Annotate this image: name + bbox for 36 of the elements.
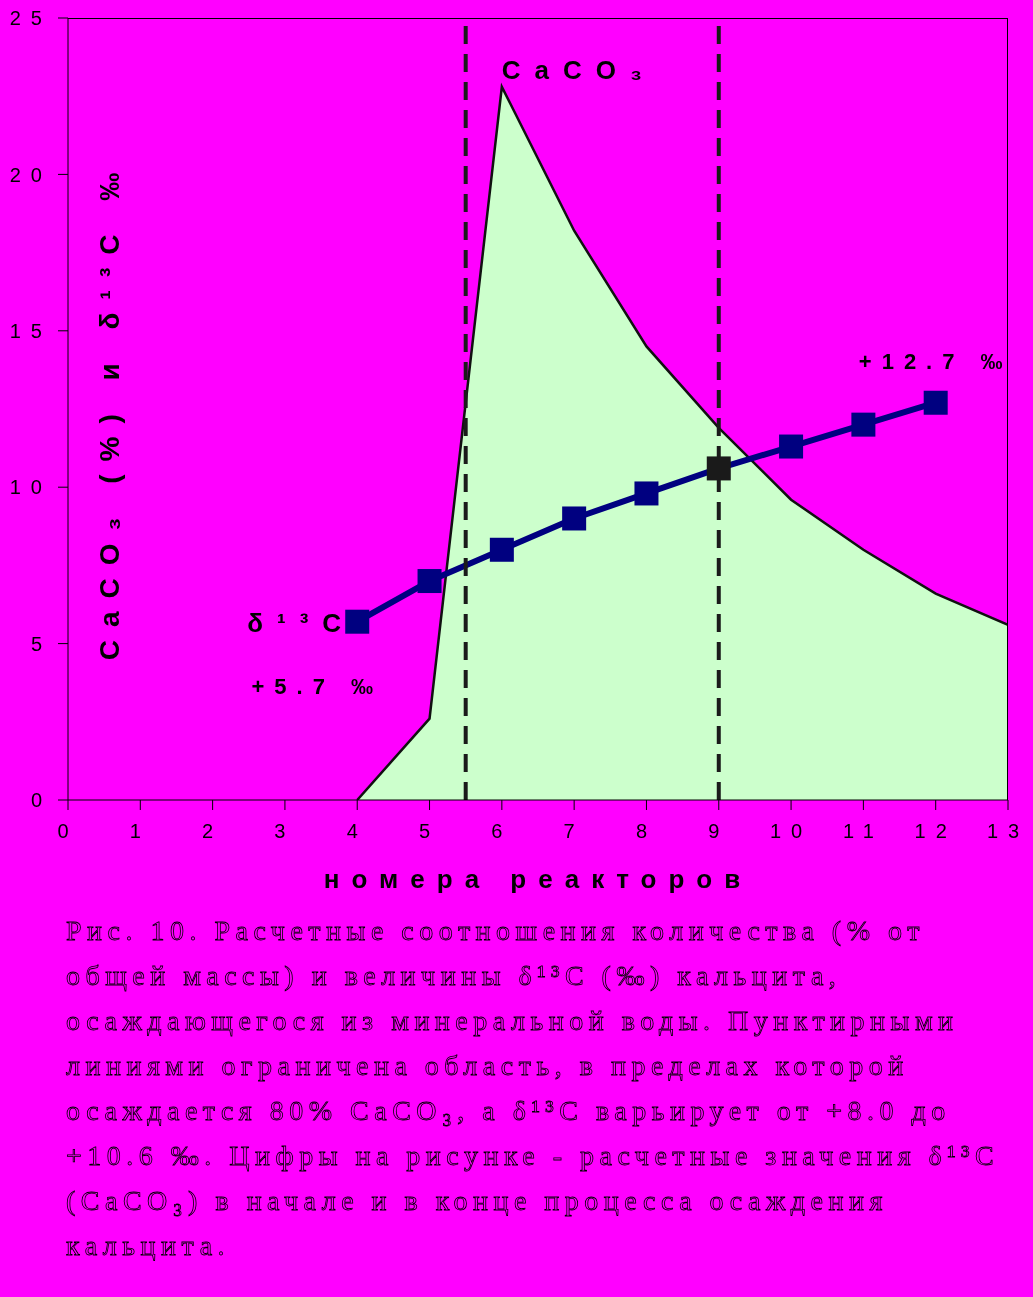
- point: [851, 412, 876, 437]
- point: [923, 390, 948, 415]
- x-tick-label: 4: [346, 820, 368, 843]
- y-tick-label: 25: [9, 7, 52, 30]
- x-tick-label: 13: [986, 820, 1030, 843]
- series-label: CaCO₃: [501, 54, 657, 85]
- x-tick-label: 11: [843, 820, 884, 843]
- point: [634, 481, 659, 506]
- point: [489, 537, 514, 562]
- x-axis-title: номера реакторов: [323, 864, 753, 895]
- y-axis-title: CaCO₃ (%) и δ¹³C ‰: [94, 159, 126, 661]
- x-tick-label: 2: [202, 820, 224, 843]
- x-tick-label: 1: [129, 820, 151, 843]
- x-tick-label: 7: [563, 820, 585, 843]
- x-tick-label: 6: [491, 820, 513, 843]
- x-tick-label: 12: [914, 820, 957, 843]
- y-tick-label: 15: [9, 319, 52, 342]
- y-tick-label: 20: [9, 163, 52, 186]
- point: [345, 609, 370, 634]
- y-tick-label: 5: [30, 632, 52, 655]
- text: Рис. 10. Расчетные соотношения количества (% от общей массы) и величины δ¹³C (‰) кальцита, осаждающегося из минеральной воды. Пунктирными линиями ограничена область, в пределах которой осаждается 80% CaCO₃, а δ¹³C варьирует от +8.0 до +10.6 ‰. Цифры на рисунке - расчетные значения δ¹³C (CaCO₃) в начале и в конце процесса осаждения кальцита.: [66, 914, 1001, 1263]
- annotation: +5.7 ‰: [251, 673, 383, 699]
- x-tick-label: 5: [418, 820, 441, 843]
- x-tick-label: 0: [57, 820, 79, 843]
- point: [779, 434, 804, 459]
- series-label: δ¹³C: [247, 607, 356, 638]
- x-tick-label: 9: [708, 820, 730, 843]
- x-tick-label: 8: [635, 820, 658, 843]
- point: [417, 569, 442, 594]
- x-tick-label: 10: [769, 820, 813, 843]
- point: [562, 506, 587, 531]
- x-tick-label: 3: [274, 820, 296, 843]
- y-tick-label: 10: [9, 476, 52, 499]
- y-tick-label: 0: [30, 789, 52, 812]
- point: [706, 456, 731, 481]
- annotation: +12.7 ‰: [858, 348, 1013, 374]
